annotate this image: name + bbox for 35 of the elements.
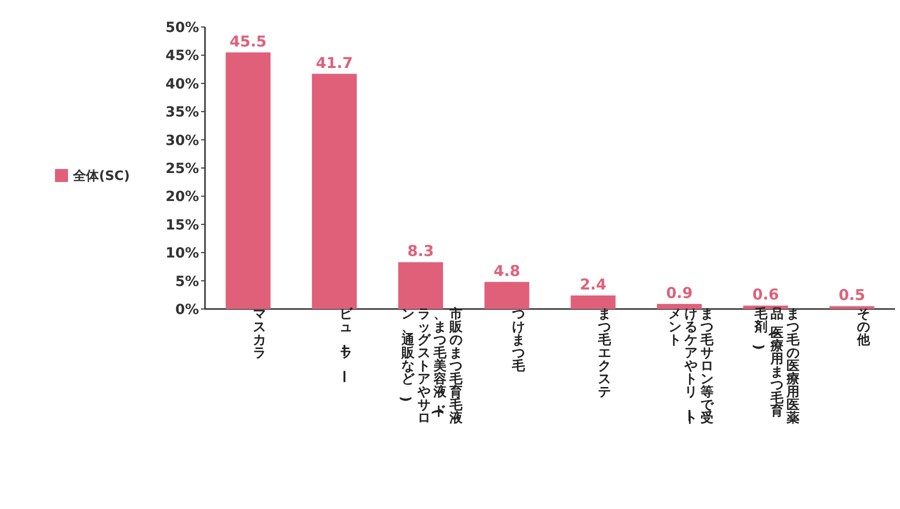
x-tick-label: その他 xyxy=(856,307,871,348)
data-label: 0.9 xyxy=(666,284,693,302)
y-tick-label: 15% xyxy=(165,217,199,234)
data-label: 8.3 xyxy=(407,242,434,260)
y-tick-label: 10% xyxy=(165,246,199,262)
bar xyxy=(484,282,530,309)
x-tick-label: つけまつ毛 xyxy=(510,307,526,374)
y-tick-label: 25% xyxy=(165,161,199,177)
x-tick-label: まつ毛の医療用医薬品(医療用まつ毛育毛剤) xyxy=(750,306,801,426)
legend-label: 全体(SC) xyxy=(72,169,130,184)
y-tick-label: 40% xyxy=(165,76,199,92)
data-label: 4.8 xyxy=(494,262,520,280)
bar xyxy=(570,295,616,309)
x-tick-label: まつ毛サロン等で受けるケアやトリートメント xyxy=(668,307,714,426)
x-tick-label: ビューラー xyxy=(335,307,354,383)
bar xyxy=(656,304,702,309)
x-tick-label: マスカラ xyxy=(253,307,266,361)
y-tick-label: 45% xyxy=(165,48,199,64)
x-tick-label: まつ毛エクステ xyxy=(597,307,612,400)
data-label: 2.4 xyxy=(580,275,606,294)
data-label: 0.6 xyxy=(752,286,779,304)
y-tick-label: 0% xyxy=(175,302,199,318)
bar xyxy=(398,262,444,309)
y-tick-label: 20% xyxy=(165,189,199,206)
y-tick-label: 35% xyxy=(165,104,199,121)
x-tick-label: 市販のまつ毛育毛液、まつ毛美容液(ドラッグストアやサロン、通販など) xyxy=(398,306,464,426)
data-label: 0.5 xyxy=(838,286,866,304)
data-label: 45.5 xyxy=(230,32,267,50)
bar xyxy=(829,306,874,309)
y-tick-label: 5% xyxy=(175,274,199,290)
bar xyxy=(226,52,271,309)
data-label: 41.7 xyxy=(316,54,353,72)
y-tick-label: 30% xyxy=(165,132,199,149)
y-tick-label: 50% xyxy=(165,20,199,36)
bar xyxy=(312,74,357,309)
